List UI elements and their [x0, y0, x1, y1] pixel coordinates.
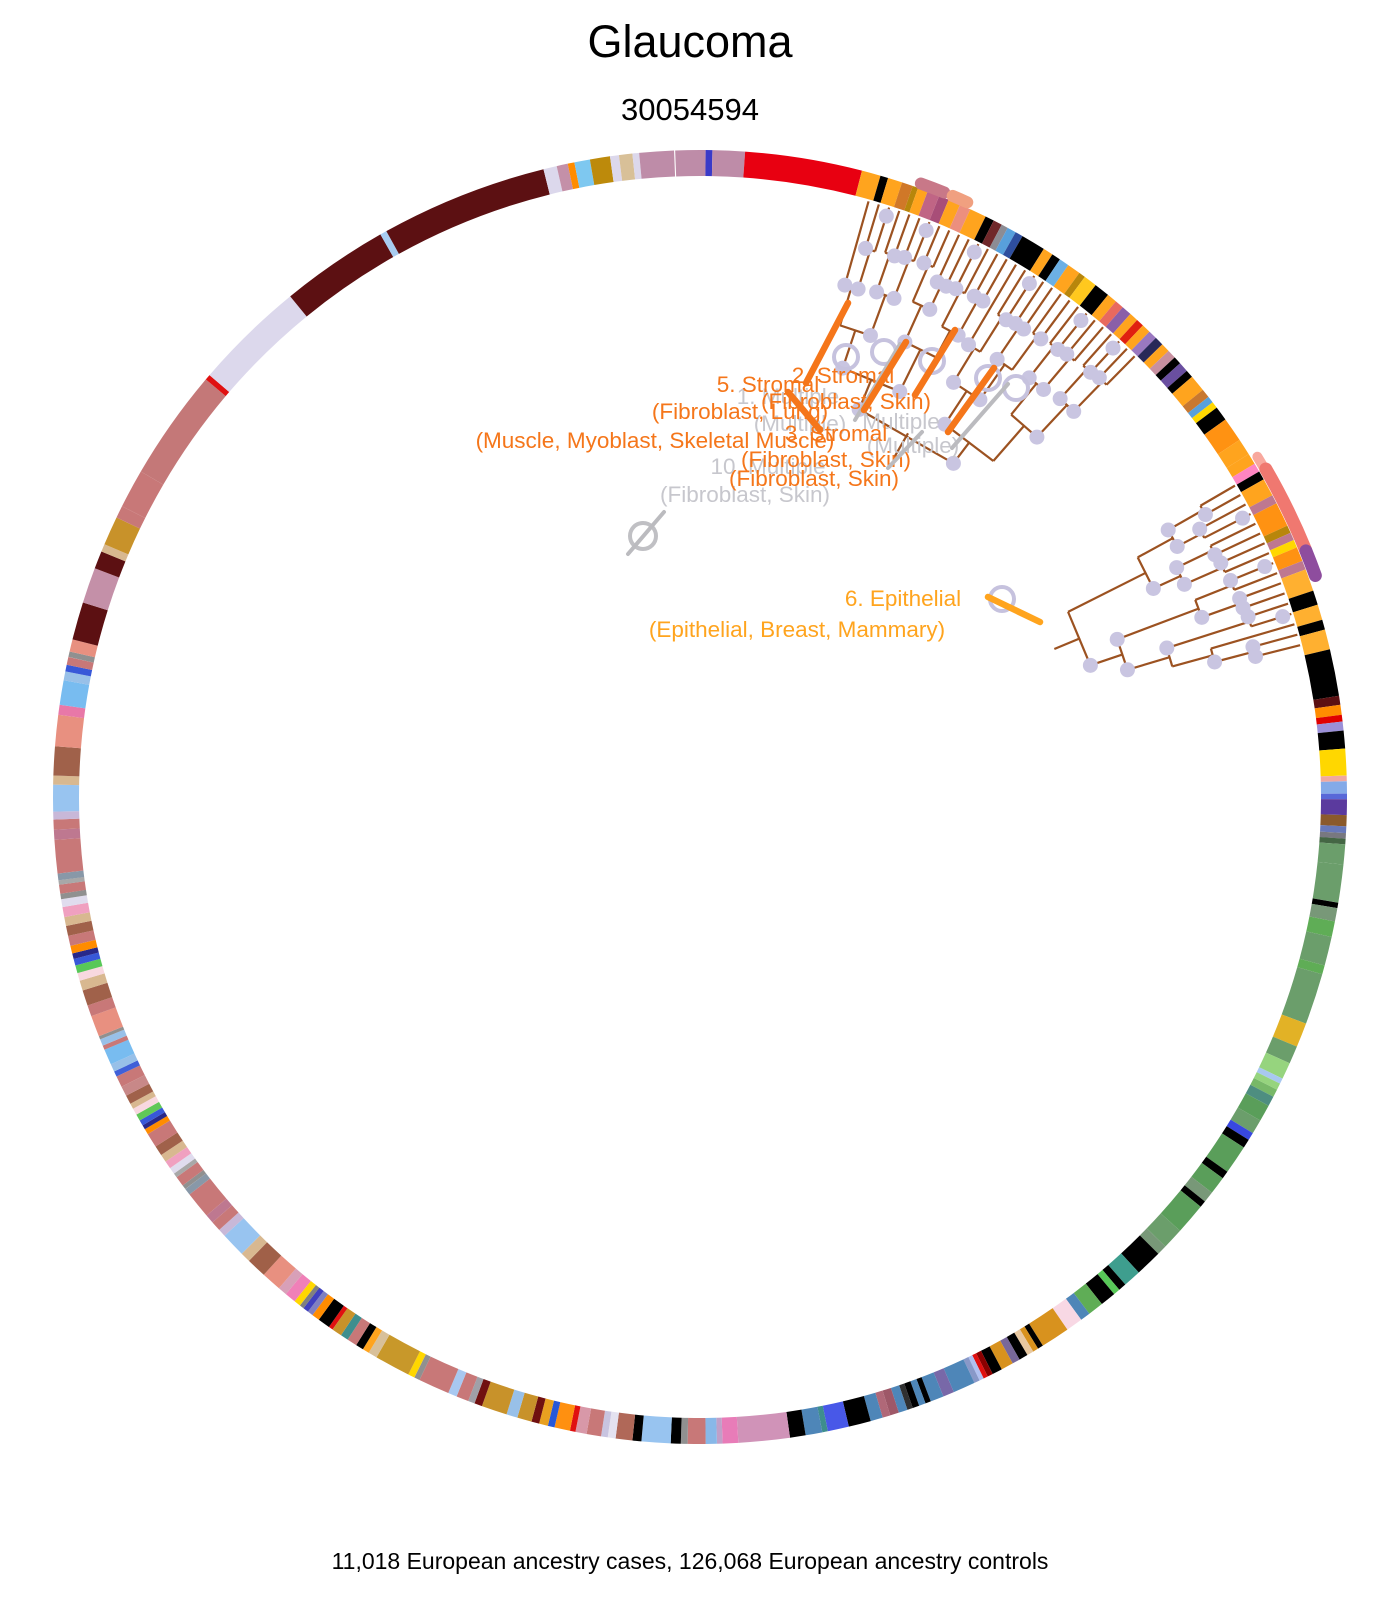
node-dots	[835, 208, 1291, 678]
page-title: Glaucoma	[587, 16, 793, 67]
cluster-labels-nonsignificant: 1. Multiple(Multiple) Multiple(Multiple)1…	[660, 384, 959, 507]
cluster-label: 6. Epithelial	[845, 586, 961, 611]
page-subtitle: 30054594	[621, 92, 759, 127]
cluster-label: 3. Stromal	[785, 421, 888, 446]
cluster-label: 5. Stromal	[717, 372, 820, 397]
ring-segments	[53, 150, 1348, 1445]
sample-size-caption: 11,018 European ancestry cases, 126,068 …	[331, 1548, 1049, 1574]
cluster-label: Multiple	[862, 409, 940, 434]
outer-arc-salmon-small	[946, 189, 974, 209]
outer-arc-purple	[1299, 544, 1322, 582]
outer-accent-arcs	[914, 177, 1322, 582]
cluster-label: (Multiple)	[867, 433, 960, 458]
cluster-label: (Muscle, Myoblast, Skeletal Muscle)	[476, 428, 835, 453]
cluster-label: (Fibroblast, Skin)	[741, 447, 911, 472]
cluster-label: (Epithelial, Breast, Mammary)	[649, 617, 945, 642]
orange-marker-lines	[784, 299, 1044, 626]
cluster-label: (Fibroblast, Skin)	[729, 466, 899, 491]
cluster-label: (Fibroblast, Skin)	[660, 482, 830, 507]
cluster-label: 10. Multiple	[710, 454, 825, 479]
outer-arc-rose	[914, 177, 951, 199]
cluster-label: (Multiple)	[754, 411, 847, 436]
